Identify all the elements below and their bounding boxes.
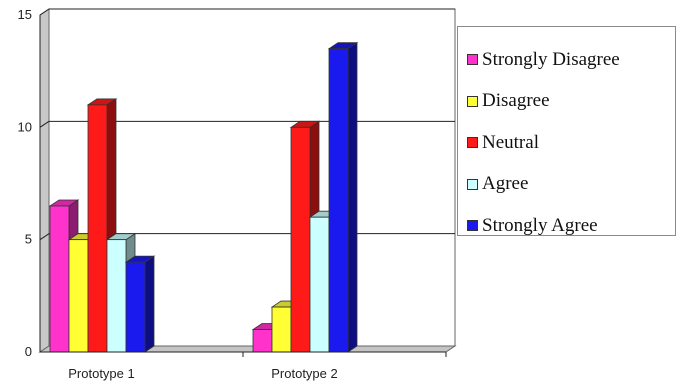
legend-label: Neutral [482, 131, 539, 153]
legend-label: Strongly Agree [482, 214, 598, 236]
bar-side [347, 41, 358, 353]
bar-front [106, 239, 127, 353]
bar-front [68, 239, 89, 353]
legend-label: Disagree [482, 90, 550, 112]
y-tick-label: 5 [25, 232, 32, 247]
bar-front [125, 261, 146, 353]
legend-item-disagree: Disagree [467, 81, 675, 123]
legend: Strongly Disagree Disagree Neutral Agree… [457, 26, 676, 236]
gridline-side [39, 233, 50, 241]
legend-item-strongly-disagree: Strongly Disagree [467, 39, 675, 81]
legend-label: Strongly Disagree [482, 48, 620, 70]
legend-swatch-strongly-disagree [467, 54, 478, 66]
bar-side [144, 255, 155, 353]
bar-front [49, 205, 70, 353]
side-wall [39, 8, 50, 353]
legend-swatch-strongly-agree [467, 220, 478, 232]
bar [327, 41, 359, 353]
x-tick-label: Prototype 1 [68, 366, 135, 381]
legend-swatch-neutral [467, 137, 478, 149]
legend-label: Agree [482, 173, 529, 195]
bar-front [328, 48, 349, 353]
legend-swatch-disagree [467, 95, 478, 107]
bar-front [252, 329, 273, 353]
bar-front [290, 126, 311, 353]
bar-front [271, 306, 292, 353]
legend-item-agree: Agree [467, 164, 675, 206]
x-tick-label: Prototype 2 [271, 366, 338, 381]
legend-item-neutral: Neutral [467, 122, 675, 164]
gridline-side [39, 120, 50, 128]
bar-front [309, 216, 330, 353]
gridline-side [39, 8, 50, 16]
bar [124, 255, 156, 353]
y-tick-label: 15 [18, 7, 32, 22]
legend-item-strongly-agree: Strongly Agree [467, 205, 675, 247]
y-tick-label: 0 [25, 344, 32, 359]
legend-swatch-agree [467, 178, 478, 190]
y-tick-label: 10 [18, 119, 32, 134]
bar-front [87, 104, 108, 353]
